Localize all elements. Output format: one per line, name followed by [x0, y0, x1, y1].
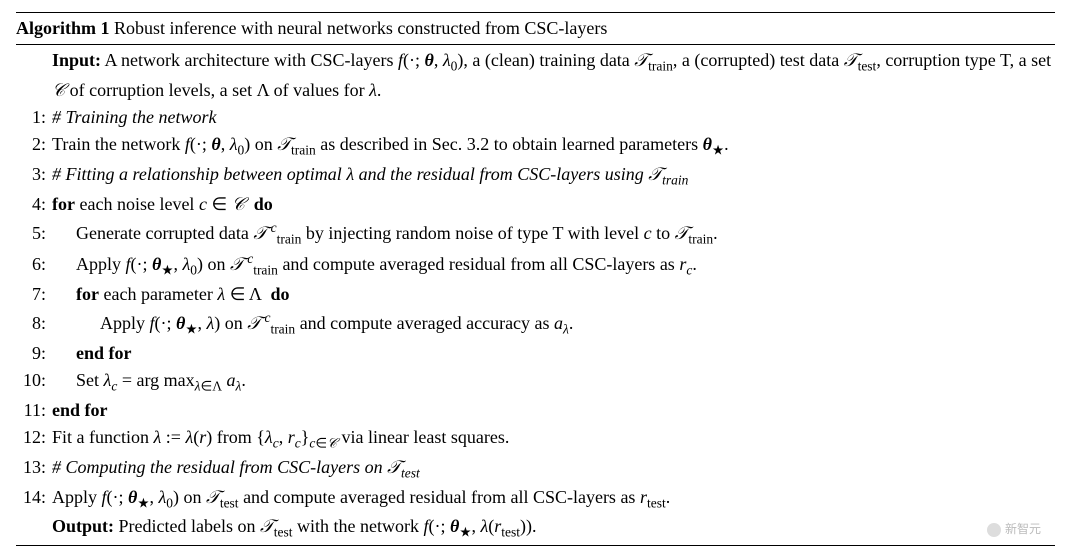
algorithm-line: 5:Generate corrupted data 𝒯 ctrain by in… [16, 218, 1055, 250]
algorithm-lines: 1:# Training the network2:Train the netw… [16, 104, 1055, 514]
line-content: Generate corrupted data 𝒯 ctrain by inje… [52, 218, 1055, 250]
line-number: 2: [16, 131, 52, 158]
algorithm-line: 12:Fit a function λ := λ(r) from {λc, rc… [16, 424, 1055, 454]
line-number: 14: [16, 484, 52, 511]
algorithm-line: 4:for each noise level c ∈ 𝒞 do [16, 191, 1055, 218]
line-content: Apply f(·; θ★, λ) on 𝒯 ctrain and comput… [52, 308, 1055, 340]
algorithm-line: 9:end for [16, 340, 1055, 367]
line-content: # Training the network [52, 104, 1055, 131]
algorithm-body: Input: A network architecture with CSC-l… [16, 45, 1055, 545]
line-content: # Computing the residual from CSC-layers… [52, 454, 1055, 484]
output-line: Output: Predicted labels on 𝒯test with t… [16, 513, 1055, 543]
output-content: Output: Predicted labels on 𝒯test with t… [52, 513, 1055, 543]
line-number: 7: [16, 281, 52, 308]
algorithm-number: Algorithm 1 [16, 18, 110, 38]
line-content: Apply f(·; θ★, λ0) on 𝒯 ctrain and compu… [52, 249, 1055, 281]
line-number: 1: [16, 104, 52, 131]
line-number: 9: [16, 340, 52, 367]
line-content: Set λc = arg maxλ∈Λ aλ. [52, 367, 1055, 397]
line-content: Apply f(·; θ★, λ0) on 𝒯test and compute … [52, 484, 1055, 514]
algorithm-line: 10:Set λc = arg maxλ∈Λ aλ. [16, 367, 1055, 397]
algorithm-title: Robust inference with neural networks co… [114, 18, 607, 38]
line-content: end for [52, 397, 1055, 424]
output-text: Predicted labels on 𝒯test with the netwo… [119, 516, 537, 536]
line-number: 13: [16, 454, 52, 481]
input-text: A network architecture with CSC-layers f… [52, 50, 1051, 100]
line-number: 12: [16, 424, 52, 451]
input-line: Input: A network architecture with CSC-l… [16, 47, 1055, 104]
algorithm-block: Algorithm 1 Robust inference with neural… [16, 12, 1055, 546]
line-content: for each noise level c ∈ 𝒞 do [52, 191, 1055, 218]
algorithm-line: 6:Apply f(·; θ★, λ0) on 𝒯 ctrain and com… [16, 249, 1055, 281]
line-number: 5: [16, 220, 52, 247]
line-content: Train the network f(·; θ, λ0) on 𝒯train … [52, 131, 1055, 161]
algorithm-line: 8:Apply f(·; θ★, λ) on 𝒯 ctrain and comp… [16, 308, 1055, 340]
algorithm-title-row: Algorithm 1 Robust inference with neural… [16, 13, 1055, 45]
line-number: 8: [16, 310, 52, 337]
line-number: 11: [16, 397, 52, 424]
line-number: 4: [16, 191, 52, 218]
algorithm-line: 3:# Fitting a relationship between optim… [16, 161, 1055, 191]
line-number: 10: [16, 367, 52, 394]
input-label: Input: [52, 50, 101, 70]
output-label: Output: [52, 516, 114, 536]
line-number: 6: [16, 251, 52, 278]
line-content: Fit a function λ := λ(r) from {λc, rc}c∈… [52, 424, 1055, 454]
line-content: end for [52, 340, 1055, 367]
algorithm-line: 7:for each parameter λ ∈ Λ do [16, 281, 1055, 308]
algorithm-line: 14:Apply f(·; θ★, λ0) on 𝒯test and compu… [16, 484, 1055, 514]
input-content: Input: A network architecture with CSC-l… [52, 47, 1055, 104]
algorithm-line: 13:# Computing the residual from CSC-lay… [16, 454, 1055, 484]
algorithm-line: 2:Train the network f(·; θ, λ0) on 𝒯trai… [16, 131, 1055, 161]
algorithm-line: 1:# Training the network [16, 104, 1055, 131]
line-content: # Fitting a relationship between optimal… [52, 161, 1055, 191]
line-content: for each parameter λ ∈ Λ do [52, 281, 1055, 308]
algorithm-line: 11:end for [16, 397, 1055, 424]
line-number: 3: [16, 161, 52, 188]
